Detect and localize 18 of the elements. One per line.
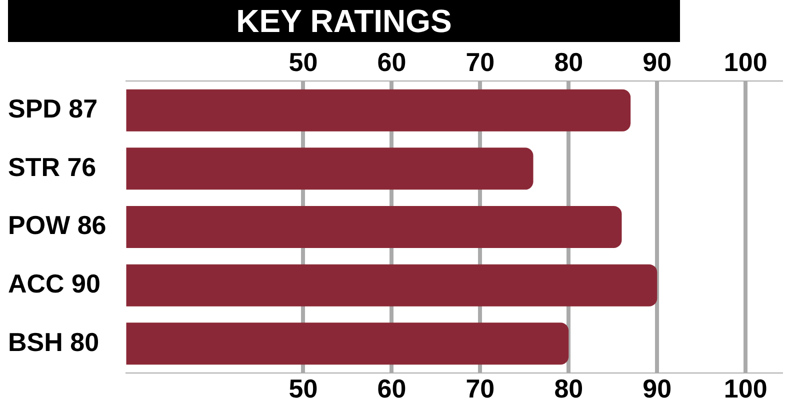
x2-tick-label: 70 — [466, 46, 495, 77]
x-tick-label: 90 — [642, 374, 672, 404]
y-tick-label: BSH 80 — [8, 326, 100, 357]
x-tick-label: 70 — [466, 374, 495, 404]
x2-tick-label: 80 — [554, 46, 584, 77]
x2-tick-label: 50 — [288, 46, 318, 77]
y-tick-label: ACC 90 — [8, 268, 100, 298]
y-tick-label: SPD 87 — [8, 94, 98, 124]
x2-tick-label: 60 — [377, 46, 406, 77]
x-tick-label: 100 — [724, 374, 768, 404]
x-tick-label: 80 — [554, 374, 584, 404]
x-tick-label: 60 — [377, 374, 406, 404]
x2-tick-label: 90 — [642, 46, 672, 77]
x2-tick-label: 100 — [724, 46, 768, 77]
y-tick-label: STR 76 — [8, 152, 96, 182]
chart-title: KEY RATINGS — [8, 0, 680, 42]
x-tick-label: 50 — [288, 374, 318, 404]
y-tick-label: POW 86 — [8, 210, 106, 240]
